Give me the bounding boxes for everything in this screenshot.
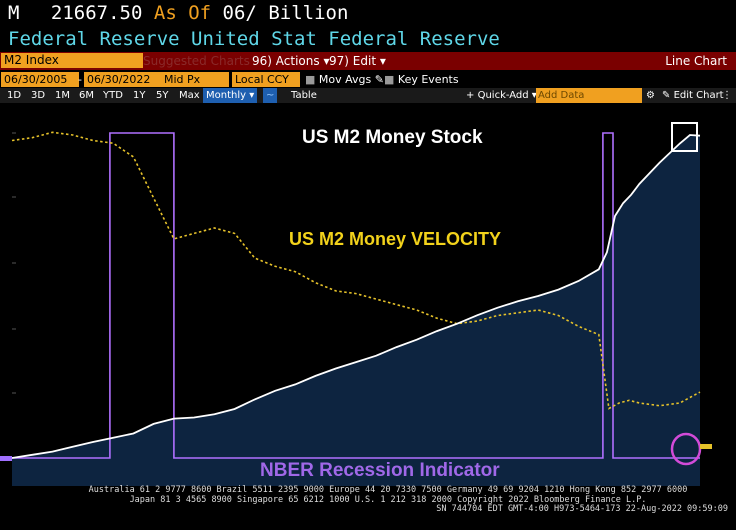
table-button[interactable]: Table (291, 90, 317, 101)
m2-stock-line (11, 134, 701, 459)
checkbox-icon: ■ (305, 73, 316, 86)
footer-line1: Australia 61 2 9777 8600 Brazil 5511 239… (88, 485, 688, 495)
nber-annotation: NBER Recession Indicator (260, 460, 500, 481)
m2-stock-annotation: US M2 Money Stock (302, 127, 483, 148)
chart-toolbar: M2 Index Suggested Charts 96) Actions ▾ … (0, 52, 736, 70)
footer-line3: SN 744704 EDT GMT-4:00 H973-5464-173 22-… (436, 504, 728, 514)
edit-chart-label: Edit Chart (673, 90, 724, 101)
period-ytd[interactable]: YTD (103, 90, 123, 101)
field-select[interactable]: Mid Px (161, 72, 229, 87)
edit-chart-button[interactable]: ✎ Edit Chart (662, 88, 724, 103)
as-of-date: 06/ (222, 2, 257, 24)
subtitle: Federal Reserve United Stat Federal Rese… (8, 28, 500, 50)
pencil-icon: ✎ (374, 73, 384, 86)
period-max[interactable]: Max (179, 90, 200, 101)
security-description: Federal Reserve United Stat Federal Rese… (0, 27, 736, 51)
add-data-input[interactable]: Add Data (536, 88, 642, 103)
chevron-down-icon: ▾ (323, 54, 330, 68)
left-axis-marker (0, 456, 12, 461)
chevron-down-icon: ▾ (249, 90, 255, 101)
checkbox-icon: ■ (384, 73, 395, 86)
actions-label: Actions (275, 54, 320, 68)
left-axis-ticks (12, 132, 16, 394)
m2-velocity-annotation: US M2 Money VELOCITY (289, 229, 502, 249)
footer-line2: Japan 81 3 4565 8900 Singapore 65 6212 1… (129, 494, 647, 505)
line-style-icon[interactable]: ~ (263, 88, 278, 103)
security-header: M 21667.50 As Of 06/ Billion (0, 0, 736, 27)
m2-velocity-line (11, 131, 701, 410)
plus-icon: + (466, 90, 475, 101)
chart-type-label[interactable]: Line Chart (665, 54, 727, 68)
start-date-input[interactable]: 06/30/2005 (1, 72, 79, 87)
quick-add-menu[interactable]: + Quick-Add ▾ (466, 88, 537, 103)
frequency-select[interactable]: Monthly ▾ (203, 88, 258, 103)
end-date-input[interactable]: 06/30/2022 (84, 72, 162, 87)
suggested-charts[interactable]: Suggested Charts (143, 54, 250, 68)
key-events-toggle[interactable]: ■ Key Events (384, 71, 459, 88)
period-3d[interactable]: 3D (31, 90, 46, 101)
edit-num: 97) (329, 54, 349, 68)
period-5y[interactable]: 5Y (156, 90, 169, 101)
settings-icon[interactable]: ⚙ (646, 90, 655, 101)
date-range-toolbar: 06/30/2005 - 06/30/2022 Mid Px Local CCY… (0, 71, 736, 88)
footer: Australia 61 2 9777 8600 Brazil 5511 239… (0, 485, 736, 530)
unit-label: Billion (268, 2, 349, 24)
quick-add-label: Quick-Add (477, 90, 529, 101)
chevron-down-icon: ▾ (531, 90, 537, 101)
key-events-label: Key Events (397, 73, 459, 86)
date-separator: - (78, 73, 82, 86)
period-6m[interactable]: 6M (79, 90, 94, 101)
mov-avgs-label: Mov Avgs (318, 73, 372, 86)
period-toolbar: 1D 3D 1M 6M YTD 1Y 5Y Max Monthly ▾ ~ Ta… (0, 88, 736, 103)
right-axis-marker (700, 444, 712, 449)
last-value-box (671, 122, 698, 152)
ticker: M (8, 2, 20, 24)
currency-select[interactable]: Local CCY (232, 72, 300, 87)
actions-menu[interactable]: 96) Actions ▾ (252, 52, 329, 70)
mov-avgs-toggle[interactable]: ■ Mov Avgs ✎ (305, 71, 384, 88)
chart-area[interactable]: US M2 Money Stock US M2 Money VELOCITY N… (0, 103, 736, 530)
frequency-label: Monthly (206, 90, 247, 101)
chart-plot (0, 103, 736, 530)
period-1d[interactable]: 1D (7, 90, 22, 101)
pencil-icon: ✎ (662, 90, 671, 101)
period-1y[interactable]: 1Y (133, 90, 146, 101)
edit-menu[interactable]: 97) Edit ▾ (329, 52, 386, 70)
chevron-down-icon: ▾ (379, 54, 386, 68)
more-icon[interactable]: ⋮ (722, 90, 732, 101)
security-input[interactable]: M2 Index (1, 53, 143, 68)
last-price: 21667.50 (50, 2, 143, 24)
as-of-label: As Of (153, 2, 212, 24)
m2-stock-area (12, 135, 700, 490)
actions-num: 96) (252, 54, 272, 68)
recession-indicator-line (12, 132, 700, 459)
period-1m[interactable]: 1M (55, 90, 70, 101)
edit-label: Edit (352, 54, 377, 68)
